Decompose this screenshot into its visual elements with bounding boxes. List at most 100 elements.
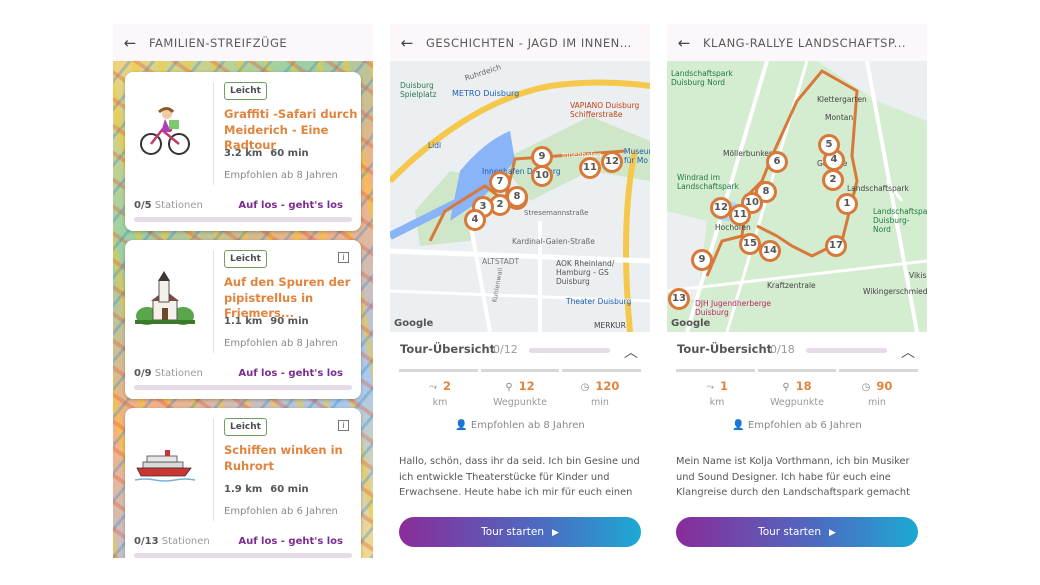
map-marker[interactable]: 9 <box>691 249 713 271</box>
tour-meta: 1.1 km 90 min <box>224 316 317 327</box>
screen-title: GESCHICHTEN - JAGD IM INNENH... <box>426 35 636 50</box>
tour-title[interactable]: Schiffen winken in Ruhrort <box>224 443 343 473</box>
play-icon: ▶ <box>829 528 836 538</box>
tour-list-screen: ← FAMILIEN-STREIFZÜGE Leicht Graffiti -S… <box>113 24 373 558</box>
map-marker[interactable]: 7 <box>489 171 511 193</box>
difficulty-badge: Leicht <box>224 82 267 100</box>
duration: 90 min <box>270 316 309 327</box>
back-arrow-icon[interactable]: ← <box>123 33 137 52</box>
map-label: Kardinal-Galen-Straße <box>512 237 595 246</box>
tour-title[interactable]: Auf den Spuren der pipistrellus in Friem… <box>224 275 351 320</box>
difficulty-badge: Leicht <box>224 250 267 268</box>
map-marker[interactable]: 11 <box>579 157 601 179</box>
stations-progress: 0/9 Stationen <box>134 368 203 379</box>
age-recommendation: Empfohlen ab 6 Jahren <box>224 506 338 517</box>
start-tour-link[interactable]: Auf los - geht's los <box>238 200 343 211</box>
distance: 3.2 km <box>224 148 263 159</box>
map-marker[interactable]: 6 <box>766 151 788 173</box>
pin-icon: ⚲ <box>505 382 513 393</box>
person-icon: 👤 <box>732 420 748 431</box>
map-marker[interactable]: 14 <box>759 240 781 262</box>
map-label: Stresemannstraße <box>524 209 589 217</box>
info-icon[interactable]: i <box>338 420 349 431</box>
duration-stat: ◷ 90 min <box>861 379 893 408</box>
map-label: AOK Rheinland/ Hamburg - GS Duisburg <box>556 259 615 286</box>
section-tabs <box>399 369 642 372</box>
map-label: Windrad im Landschaftspark <box>677 173 739 191</box>
tour-detail-screen-1: ← GESCHICHTEN - JAGD IM INNENH... Ruhrde… <box>390 24 650 558</box>
map-label: Montan <box>825 113 854 122</box>
tour-card[interactable]: Leicht i Schiffen winken in Ruhrort 1.9 … <box>125 408 361 558</box>
app-bar: ← KLANG-RALLYE LANDSCHAFTSP... <box>667 24 927 61</box>
map-label: METRO Duisburg <box>452 89 520 98</box>
stations-progress: 0/5 Stationen <box>134 200 203 211</box>
tour-overview-sheet: Tour-Übersicht 0/12 ︿ ⤳ 2 km ⚲ 12 Wegpunkte … <box>390 332 650 558</box>
map-label: Landschaftspark Duisburg Nord <box>671 69 733 87</box>
tour-detail-screen-2: ← KLANG-RALLYE LANDSCHAFTSP... Landschaf… <box>667 24 927 558</box>
tour-card[interactable]: Leicht Graffiti -Safari durch Meiderich … <box>125 72 361 231</box>
overview-title: Tour-Übersicht <box>400 342 496 356</box>
map-label: Duisburg Spielplatz <box>400 81 437 99</box>
app-bar: ← GESCHICHTEN - JAGD IM INNENH... <box>390 24 650 61</box>
tour-overview-sheet: Tour-Übersicht 0/18 ︿ ⤳ 1 km ⚲ 18 Wegpunkte … <box>667 332 927 558</box>
tour-meta: 1.9 km 60 min <box>224 484 317 495</box>
map-marker[interactable]: 10 <box>531 165 553 187</box>
overview-count: 0/18 <box>770 343 795 356</box>
age-recommendation: Empfohlen ab 8 Jahren <box>224 170 338 181</box>
map-marker[interactable]: 12 <box>601 151 623 173</box>
overview-title: Tour-Übersicht <box>677 342 773 356</box>
map-marker[interactable]: 8 <box>506 186 528 208</box>
map-label: Möllerbunker <box>723 149 772 158</box>
waypoints-stat: ⚲ 12 Wegpunkte <box>493 379 547 408</box>
stations-progress: 0/13 Stationen <box>134 536 210 547</box>
stations-label: Stationen <box>161 536 210 547</box>
route-map[interactable]: Ruhrdeich Duisburg Spielplatz METRO Duis… <box>390 61 650 332</box>
map-label: Landschaftspark <box>847 184 909 193</box>
play-icon: ▶ <box>552 528 559 538</box>
difficulty-badge: Leicht <box>224 418 267 436</box>
map-marker[interactable]: 5 <box>818 134 840 156</box>
start-tour-button[interactable]: Tour starten ▶ <box>399 517 641 547</box>
tour-card[interactable]: Leicht i Auf den Spuren der pipistrellus… <box>125 240 361 399</box>
map-marker[interactable]: 1 <box>836 193 858 215</box>
info-icon[interactable]: i <box>338 252 349 263</box>
back-arrow-icon[interactable]: ← <box>400 33 414 52</box>
tour-title[interactable]: Graffiti -Safari durch Meiderich - Eine … <box>224 107 358 152</box>
progress-bar <box>134 217 352 222</box>
map-label: Innenhafen Duisburg <box>482 167 561 176</box>
map-marker[interactable]: 11 <box>729 204 751 226</box>
map-label: Lidl <box>428 141 442 150</box>
waypoints-stat: ⚲ 18 Wegpunkte <box>770 379 824 408</box>
chevron-up-icon[interactable]: ︿ <box>901 345 915 361</box>
tour-meta: 3.2 km 60 min <box>224 148 317 159</box>
church-icon <box>135 270 195 330</box>
divider <box>213 418 214 521</box>
map-label: Landschaftspark Duisburg-Nord <box>873 207 927 234</box>
divider <box>213 250 214 353</box>
start-tour-link[interactable]: Auf los - geht's los <box>238 368 343 379</box>
start-tour-button[interactable]: Tour starten ▶ <box>676 517 918 547</box>
stations-label: Stationen <box>154 368 203 379</box>
google-logo: Google <box>671 318 711 329</box>
map-marker[interactable]: 17 <box>825 235 847 257</box>
stations-count: 0/5 <box>134 200 152 211</box>
map-marker[interactable]: 13 <box>668 288 690 310</box>
age-recommendation: 👤 Empfohlen ab 6 Jahren <box>732 420 862 431</box>
map-marker[interactable]: 12 <box>710 197 732 219</box>
clock-icon: ◷ <box>580 382 590 393</box>
map-marker[interactable]: 2 <box>822 169 844 191</box>
map-marker[interactable]: 4 <box>464 209 486 231</box>
overview-progress-bar <box>529 348 610 353</box>
overview-count: 0/12 <box>493 343 518 356</box>
route-icon: ⤳ <box>705 382 714 393</box>
map-label: ALTSTADT <box>482 257 520 266</box>
chevron-up-icon[interactable]: ︿ <box>624 345 638 361</box>
map-label: Innenhafen <box>562 151 602 159</box>
back-arrow-icon[interactable]: ← <box>677 33 691 52</box>
stations-count: 0/13 <box>134 536 159 547</box>
map-marker[interactable]: 15 <box>739 233 761 255</box>
age-recommendation: Empfohlen ab 8 Jahren <box>224 338 338 349</box>
distance-stat: ⤳ 1 km <box>705 379 728 408</box>
start-tour-link[interactable]: Auf los - geht's los <box>238 536 343 547</box>
route-map[interactable]: Landschaftspark Duisburg Nord Klettergar… <box>667 61 927 332</box>
